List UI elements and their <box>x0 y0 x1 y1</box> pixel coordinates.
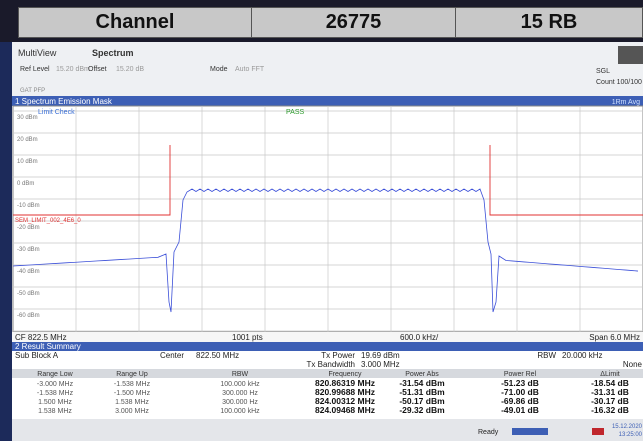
results-title-bar <box>12 342 643 351</box>
app-name: MultiView <box>18 48 57 58</box>
table-cell: 820.86319 MHz <box>315 378 375 388</box>
tx-bw-label: Tx Bandwidth <box>307 360 355 369</box>
column-header: Range Low <box>37 371 73 378</box>
table-cell: -3.000 MHz <box>37 381 74 388</box>
table-cell: -1.538 MHz <box>37 390 74 397</box>
column-header: Frequency <box>328 371 362 378</box>
y-label: 0 dBm <box>17 181 34 187</box>
footer-span: Span 6.0 MHz <box>589 333 640 342</box>
trace-label: 1Rm Avg <box>612 99 640 106</box>
pass: PASS <box>286 109 304 116</box>
table-cell: -69.86 dB <box>501 396 539 406</box>
status-date: 15.12.2020 <box>612 424 643 430</box>
results-title: 2 Result Summary <box>15 342 81 351</box>
results-area <box>12 351 643 419</box>
ref-level: 15.20 dBm <box>56 66 90 73</box>
y-label: -60 dBm <box>17 313 40 319</box>
table-cell: -71.00 dB <box>501 387 539 397</box>
side-strip <box>0 42 12 441</box>
status-bar <box>12 419 643 441</box>
mode-label: Mode <box>210 66 228 73</box>
table-cell: -50.17 dBm <box>399 396 445 406</box>
count: Count 100/100 <box>596 79 642 86</box>
status-ready: Ready <box>478 429 499 436</box>
y-label: -50 dBm <box>17 291 40 297</box>
table-cell: -18.54 dB <box>591 378 629 388</box>
plot-title: 1 Spectrum Emission Mask <box>15 97 113 106</box>
column-header: Power Rel <box>504 371 537 378</box>
table-cell: -30.17 dB <box>591 396 629 406</box>
column-header: Power Abs <box>405 371 439 378</box>
y-label: 10 dBm <box>17 159 38 165</box>
tx-power-label: Tx Power <box>321 351 355 360</box>
table-cell: -1.538 MHz <box>114 381 151 388</box>
limit-name: SEM_LIMIT_002_4E6_0 <box>15 218 81 224</box>
limit-check: Limit Check <box>38 109 75 116</box>
header-cell: Channel <box>18 7 252 38</box>
header-cell: 26775 <box>251 7 456 38</box>
table-cell: -51.23 dB <box>501 378 539 388</box>
table-cell: -29.32 dBm <box>399 405 445 415</box>
table-cell: 1.500 MHz <box>38 399 72 406</box>
center: 822.50 MHz <box>196 351 239 360</box>
table-cell: -16.32 dB <box>591 405 629 415</box>
gat: GAT PFP <box>20 88 45 94</box>
progress-bar <box>512 428 548 435</box>
table-cell: 100.000 kHz <box>220 381 260 388</box>
limit-line <box>13 145 171 216</box>
top-border <box>0 0 643 7</box>
y-label: -30 dBm <box>17 247 40 253</box>
none: None <box>623 360 643 369</box>
table-cell: -31.54 dBm <box>399 378 445 388</box>
left-border <box>0 0 18 40</box>
table-cell: 824.09468 MHz <box>315 405 375 415</box>
rbw: 20.000 kHz <box>562 351 602 360</box>
table-cell: -31.31 dB <box>591 387 629 397</box>
table-cell: -51.31 dBm <box>399 387 445 397</box>
table-cell: 1.538 MHz <box>115 399 149 406</box>
table-cell: 820.99688 MHz <box>315 387 375 397</box>
sub-block: Sub Block A <box>15 351 59 360</box>
tx-power: 19.69 dBm <box>361 351 400 360</box>
plot-title-bar <box>12 96 643 106</box>
tab-name: Spectrum <box>92 48 134 58</box>
rbw-label: RBW <box>537 351 556 360</box>
table-cell: 1.538 MHz <box>38 408 72 415</box>
plot-footer <box>12 332 643 342</box>
y-label: 20 dBm <box>17 137 38 143</box>
sgl: SGL <box>596 68 610 75</box>
tx-bw: 3.000 MHz <box>361 360 400 369</box>
column-header: RBW <box>232 371 249 378</box>
column-header-row <box>12 369 643 378</box>
y-label: -40 dBm <box>17 269 40 275</box>
column-header: Range Up <box>116 371 148 378</box>
table-cell: 300.000 Hz <box>222 399 258 406</box>
status-time: 13:25:00 <box>619 432 643 438</box>
trace <box>12 188 639 313</box>
center-label: Center <box>160 351 184 360</box>
table-cell: 3.000 MHz <box>115 408 149 415</box>
table-cell: 300.000 Hz <box>222 390 258 397</box>
footer-div: 600.0 kHz/ <box>400 333 439 342</box>
y-label: -20 dBm <box>17 225 40 231</box>
offset-label: Offset <box>88 66 107 73</box>
status-icon <box>592 428 604 435</box>
table-cell: 824.00312 MHz <box>315 396 375 406</box>
table-cell: 100.000 kHz <box>220 408 260 415</box>
mode: Auto FFT <box>235 66 265 73</box>
footer-pts: 1001 pts <box>232 333 263 342</box>
y-label: -10 dBm <box>17 203 40 209</box>
divider <box>0 38 643 42</box>
limit-line <box>489 145 643 216</box>
table-cell: -49.01 dB <box>501 405 539 415</box>
ref-level-label: Ref Level <box>20 66 50 73</box>
table-cell: -1.500 MHz <box>114 390 151 397</box>
offset: 15.20 dB <box>116 66 144 73</box>
y-label: 30 dBm <box>17 115 38 121</box>
column-header: ΔLimit <box>600 371 620 378</box>
footer-cf: CF 822.5 MHz <box>15 333 67 342</box>
close-button[interactable] <box>618 46 643 64</box>
